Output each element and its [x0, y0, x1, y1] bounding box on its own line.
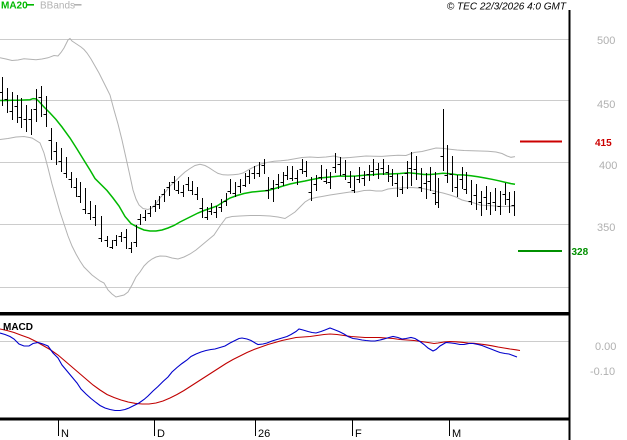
svg-text:26: 26: [258, 428, 270, 440]
svg-text:-0.10: -0.10: [590, 366, 615, 378]
svg-text:328: 328: [572, 247, 589, 258]
svg-text:400: 400: [599, 160, 617, 172]
svg-text:350: 350: [597, 222, 615, 234]
svg-text:MACD: MACD: [3, 322, 33, 333]
svg-text:© TEC 22/3/2026 4:0 GMT: © TEC 22/3/2026 4:0 GMT: [447, 2, 567, 13]
svg-text:N: N: [61, 428, 69, 440]
svg-text:M: M: [452, 428, 461, 440]
svg-text:BBands: BBands: [40, 1, 75, 12]
svg-text:500: 500: [597, 35, 615, 47]
svg-text:0.00: 0.00: [595, 341, 616, 353]
svg-text:415: 415: [595, 138, 612, 149]
svg-text:D: D: [157, 428, 165, 440]
svg-text:450: 450: [597, 99, 615, 111]
svg-text:F: F: [355, 428, 362, 440]
svg-text:MA20: MA20: [1, 1, 28, 12]
